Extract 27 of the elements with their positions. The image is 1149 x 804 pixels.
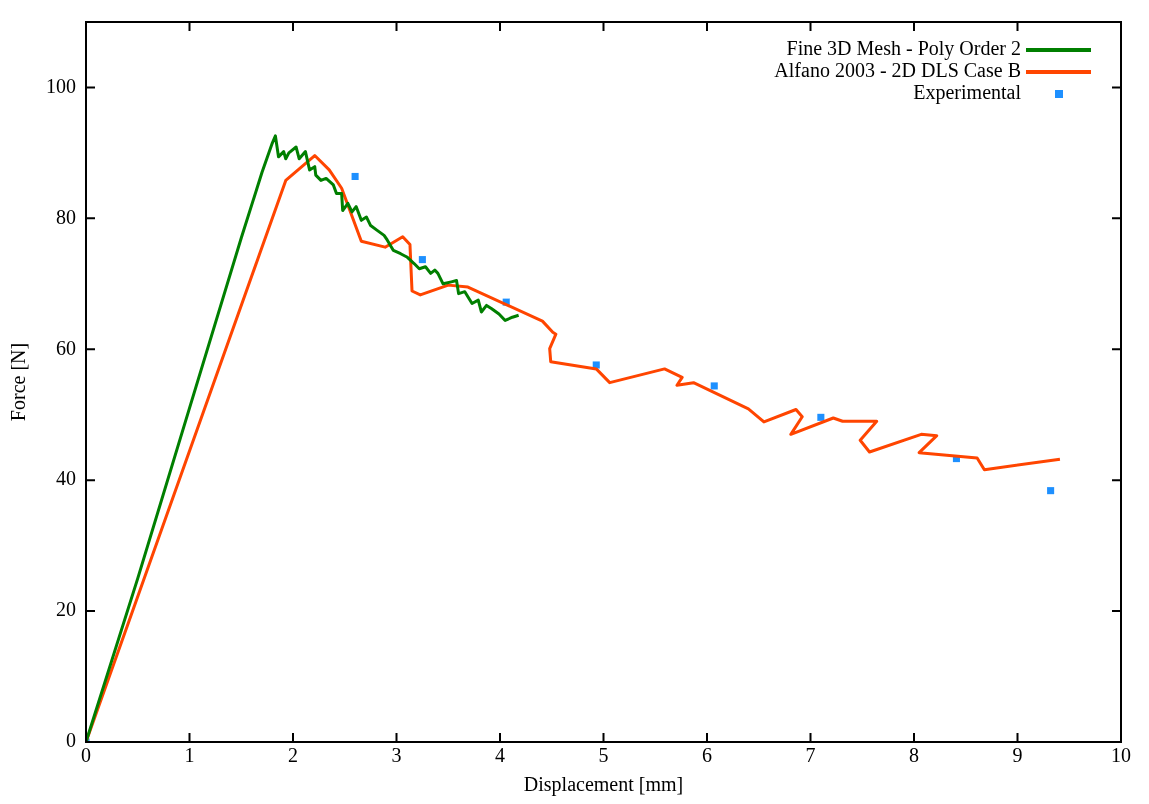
y-tick-label: 60 bbox=[56, 336, 76, 359]
x-axis-title: Displacement [mm] bbox=[523, 773, 684, 797]
x-tick-label: 10 bbox=[1111, 744, 1131, 767]
point bbox=[418, 256, 426, 264]
legend-label: Alfano 2003 - 2D DLS Case B bbox=[774, 59, 1021, 82]
x-tick-label: 5 bbox=[598, 744, 609, 767]
y-tick-label: 0 bbox=[66, 729, 76, 752]
y-tick-label: 20 bbox=[56, 598, 76, 621]
y-tick-label: 80 bbox=[56, 205, 76, 228]
legend-label: Experimental bbox=[913, 81, 1022, 105]
x-tick-label: 9 bbox=[1012, 744, 1023, 767]
legend-label: Fine 3D Mesh - Poly Order 2 bbox=[786, 37, 1021, 61]
point bbox=[1047, 487, 1055, 495]
point bbox=[817, 413, 825, 421]
y-axis-title: Force [N] bbox=[7, 342, 30, 422]
x-tick-label: 2 bbox=[288, 744, 298, 767]
x-tick-label: 1 bbox=[184, 744, 195, 767]
point bbox=[710, 382, 718, 390]
x-tick-label: 0 bbox=[81, 744, 91, 767]
x-tick-label: 8 bbox=[909, 744, 919, 767]
point bbox=[351, 172, 359, 181]
y-tick-label: 100 bbox=[46, 74, 76, 97]
y-tick-label: 40 bbox=[56, 467, 76, 490]
x-tick-label: 6 bbox=[702, 744, 712, 767]
x-tick-label: 3 bbox=[391, 744, 402, 767]
x-tick-label: 4 bbox=[495, 744, 505, 767]
x-tick-label: 7 bbox=[805, 744, 816, 767]
